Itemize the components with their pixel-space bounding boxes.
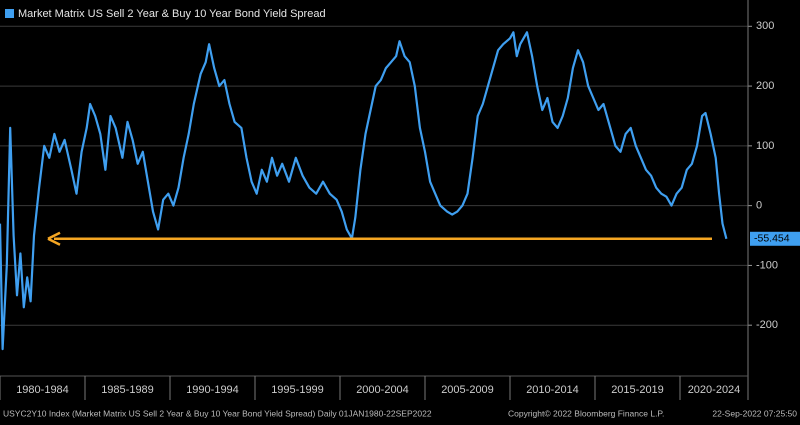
level-arrow-head [47,231,61,246]
x-tick-label: 2005-2009 [441,384,494,396]
footer-timestamp: 22-Sep-2022 07:25:50 [712,408,797,418]
x-tick-label: 2000-2004 [356,384,409,396]
footer-source: USYC2Y10 Index (Market Matrix US Sell 2 … [3,408,432,418]
x-tick-label: 2010-2014 [526,384,579,396]
y-tick-label: -100 [756,259,778,271]
x-tick-label: 1995-1999 [271,384,324,396]
series-line [0,31,728,351]
x-tick-label: 1980-1984 [16,384,69,396]
x-tick-label: 2020-2024 [688,384,741,396]
y-tick-label: 300 [756,20,774,32]
x-tick-label: 1985-1989 [101,384,154,396]
footer-copyright: Copyright© 2022 Bloomberg Finance L.P. [508,408,664,418]
legend-swatch [5,9,14,18]
legend-label: Market Matrix US Sell 2 Year & Buy 10 Ye… [18,8,326,20]
y-tick-label: 0 [756,200,762,212]
y-tick-label: 100 [756,140,774,152]
y-tick-label: 200 [756,80,774,92]
x-tick-label: 1990-1994 [186,384,239,396]
x-tick-label: 2015-2019 [611,384,664,396]
y-tick-label: -200 [756,319,778,331]
last-value-label: -55.454 [754,233,790,245]
last-value-box [750,231,800,246]
